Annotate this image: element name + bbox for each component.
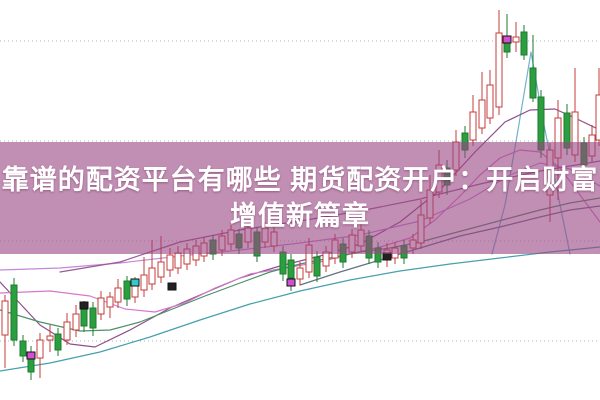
candle-up — [469, 111, 477, 141]
candle-up — [72, 313, 80, 331]
candle-up — [106, 296, 114, 308]
candle-up — [46, 335, 54, 341]
candle-marker — [26, 351, 36, 360]
candle-marker — [502, 35, 512, 44]
candle-up — [140, 274, 148, 291]
candle-up — [63, 321, 71, 341]
candle-down — [279, 251, 287, 275]
candle-up — [595, 94, 600, 141]
candle-up — [97, 297, 105, 315]
candle-marker — [286, 278, 296, 287]
candle-down — [313, 256, 321, 277]
candle-down — [80, 307, 88, 327]
candle-up — [1, 300, 9, 336]
candle-up — [166, 254, 174, 271]
headline-banner: 靠谱的配资平台有哪些 期货配资开户：开启财富 增值新篇章 — [0, 142, 600, 254]
candle-down — [54, 333, 62, 351]
candle-up — [36, 339, 44, 359]
headline-line-1: 靠谱的配资平台有哪些 期货配资开户：开启财富 — [1, 165, 599, 195]
candle-marker — [79, 301, 89, 310]
candle-up — [322, 251, 330, 267]
headline-line-2: 增值新篇章 — [230, 201, 370, 231]
candle-marker — [167, 282, 177, 291]
candle-down — [529, 67, 537, 99]
candle-up — [495, 32, 503, 108]
ma-purple-line — [0, 108, 600, 348]
candle-up — [114, 287, 122, 303]
ma-teal-line — [0, 246, 600, 372]
candle-down — [19, 340, 27, 357]
candle-up — [512, 36, 520, 43]
candle-up — [478, 99, 486, 129]
candle-up — [148, 267, 156, 285]
candle-up — [486, 84, 494, 119]
candle-down — [123, 280, 131, 300]
candle-down — [287, 259, 295, 279]
candle-up — [157, 261, 165, 278]
candle-down — [10, 284, 18, 341]
candle-down — [520, 31, 528, 56]
candle-up — [296, 267, 304, 280]
candle-down — [89, 307, 97, 329]
candle-marker — [382, 252, 392, 261]
candle-marker — [130, 278, 140, 287]
candle-up — [174, 252, 182, 269]
